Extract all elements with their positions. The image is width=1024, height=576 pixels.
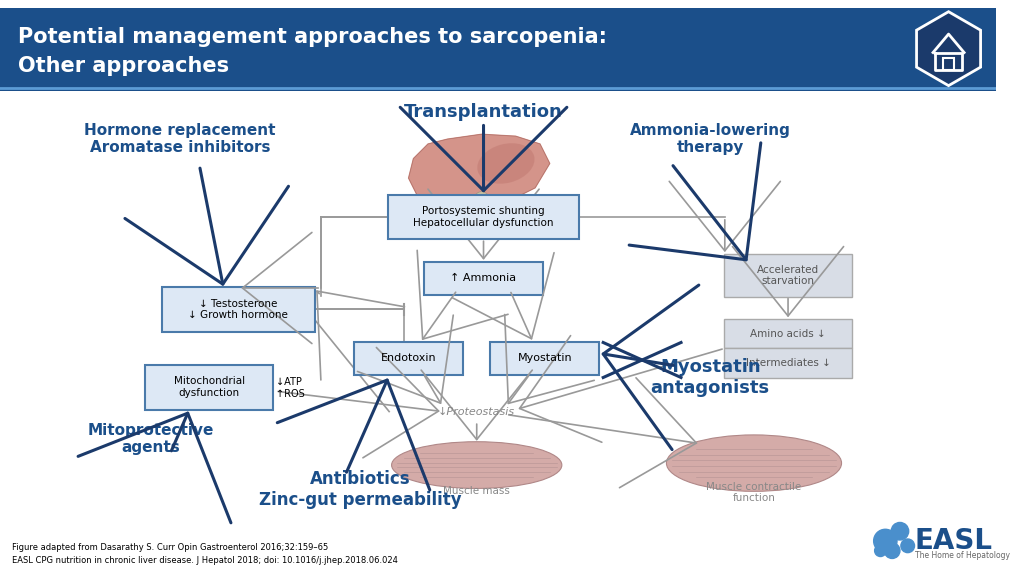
Text: ↑ Ammonia: ↑ Ammonia [451, 273, 516, 283]
Text: ↓ Testosterone
↓ Growth hormone: ↓ Testosterone ↓ Growth hormone [188, 298, 289, 320]
Text: Potential management approaches to sarcopenia:: Potential management approaches to sarco… [17, 27, 606, 47]
FancyBboxPatch shape [145, 365, 273, 410]
Circle shape [873, 529, 897, 552]
Circle shape [901, 539, 914, 552]
Text: ↓Proteostasis: ↓Proteostasis [438, 407, 515, 416]
FancyBboxPatch shape [724, 254, 852, 297]
Text: EASL: EASL [914, 527, 992, 555]
FancyBboxPatch shape [354, 342, 463, 374]
Text: Portosystemic shunting
Hepatocellular dysfunction: Portosystemic shunting Hepatocellular dy… [414, 206, 554, 228]
Text: Mitoprotective
agents: Mitoprotective agents [88, 423, 214, 455]
Text: Myostatin
antagonists: Myostatin antagonists [650, 358, 770, 397]
Text: Muscle mass: Muscle mass [443, 486, 510, 497]
Text: The Home of Hepatology: The Home of Hepatology [914, 551, 1010, 560]
Text: Antibiotics
Zinc-gut permeability: Antibiotics Zinc-gut permeability [259, 470, 461, 509]
FancyBboxPatch shape [490, 342, 599, 374]
Text: Myostatin: Myostatin [517, 353, 572, 363]
Circle shape [891, 522, 908, 540]
FancyBboxPatch shape [424, 262, 543, 295]
FancyBboxPatch shape [724, 319, 852, 348]
FancyBboxPatch shape [724, 348, 852, 377]
Circle shape [885, 543, 900, 559]
FancyBboxPatch shape [388, 195, 580, 240]
Bar [943, 58, 954, 70]
Text: Figure adapted from Dasarathy S. Curr Opin Gastroenterol 2016;32:159–65: Figure adapted from Dasarathy S. Curr Op… [11, 543, 328, 552]
Text: Other approaches: Other approaches [17, 56, 228, 76]
Text: Mitochondrial
dysfunction: Mitochondrial dysfunction [174, 377, 245, 398]
Text: Accelerated
starvation: Accelerated starvation [757, 264, 819, 286]
Ellipse shape [473, 192, 490, 213]
Text: Endotoxin: Endotoxin [381, 353, 436, 363]
Text: Hormone replacement
Aromatase inhibitors: Hormone replacement Aromatase inhibitors [84, 123, 275, 156]
Polygon shape [409, 134, 550, 207]
Text: EASL CPG nutrition in chronic liver disease. J Hepatol 2018; doi: 10.1016/j.jhep: EASL CPG nutrition in chronic liver dise… [11, 556, 397, 565]
Text: Muscle contractile
function: Muscle contractile function [707, 482, 802, 503]
Ellipse shape [477, 143, 535, 184]
Ellipse shape [391, 442, 562, 488]
Text: Transplantation: Transplantation [404, 103, 563, 121]
Bar [0, 8, 996, 90]
Text: Ammonia-lowering
therapy: Ammonia-lowering therapy [630, 123, 791, 156]
FancyBboxPatch shape [162, 287, 314, 332]
Ellipse shape [667, 435, 842, 491]
Text: ↑ROS: ↑ROS [276, 389, 305, 399]
Circle shape [874, 545, 887, 556]
Text: Intermediates ↓: Intermediates ↓ [745, 358, 830, 368]
Text: ↓ATP: ↓ATP [276, 377, 302, 388]
Text: Amino acids ↓: Amino acids ↓ [751, 329, 826, 339]
